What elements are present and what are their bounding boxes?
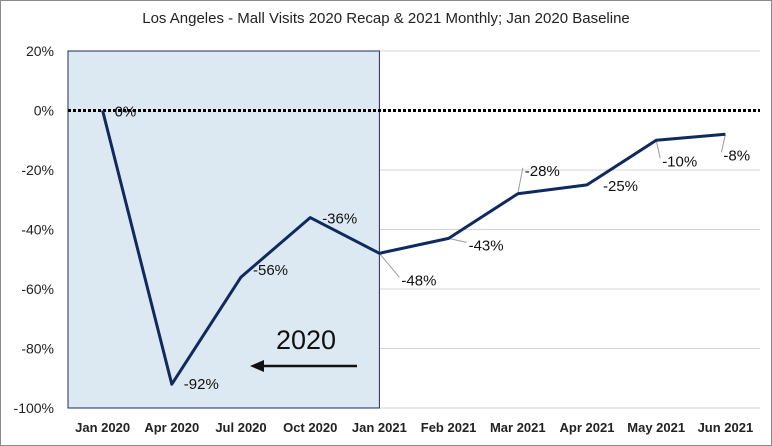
data-label: -43% — [469, 237, 504, 254]
y-axis-ticks: 20% 0% -20% -40% -60% -80% -100% — [14, 43, 54, 416]
x-tick-label: Mar 2021 — [490, 420, 546, 435]
y-tick-label: -20% — [21, 162, 54, 178]
chart-title: Los Angeles - Mall Visits 2020 Recap & 2… — [142, 10, 630, 27]
data-label: -28% — [525, 163, 560, 180]
data-label: -92% — [184, 376, 219, 393]
x-tick-label: Jan 2020 — [75, 420, 130, 435]
y-tick-label: 20% — [26, 43, 54, 59]
data-label: 0% — [115, 104, 137, 121]
label-leaders — [379, 134, 726, 278]
y-tick-label: -40% — [21, 222, 54, 238]
label-leader — [517, 167, 524, 194]
y-tick-label: -100% — [14, 400, 54, 416]
data-labels: 0% -92% -56% -36% -48% -43% -28% -25% -10% -8% — [115, 104, 750, 394]
y-tick-label: -60% — [21, 281, 54, 297]
x-axis-ticks: Jan 2020 Apr 2020 Jul 2020 Oct 2020 Jan 2021… — [75, 420, 753, 435]
x-tick-label: May 2021 — [627, 420, 685, 435]
x-tick-label: Feb 2021 — [421, 420, 477, 435]
data-label: -25% — [603, 178, 638, 195]
y-tick-label: 0% — [34, 103, 54, 119]
x-tick-label: Jul 2020 — [215, 420, 266, 435]
x-tick-label: Apr 2021 — [560, 420, 615, 435]
annotation-arrow-head — [250, 360, 264, 372]
data-label: -48% — [401, 272, 436, 289]
data-label: -36% — [322, 211, 357, 228]
label-leader — [448, 237, 467, 243]
label-leader — [655, 140, 661, 159]
annotation: 2020 — [250, 325, 357, 372]
x-tick-label: Jan 2021 — [352, 420, 407, 435]
label-leader — [720, 134, 726, 153]
x-tick-label: Oct 2020 — [283, 420, 337, 435]
annotation-2020: 2020 — [276, 325, 336, 355]
data-label: -56% — [253, 262, 288, 279]
x-tick-label: Apr 2020 — [144, 420, 199, 435]
series-line — [101, 110, 726, 386]
y-tick-label: -80% — [21, 341, 54, 357]
data-label: -10% — [662, 153, 697, 170]
label-leader — [379, 252, 400, 278]
x-tick-label: Jun 2021 — [698, 420, 754, 435]
data-label: -8% — [723, 147, 750, 164]
